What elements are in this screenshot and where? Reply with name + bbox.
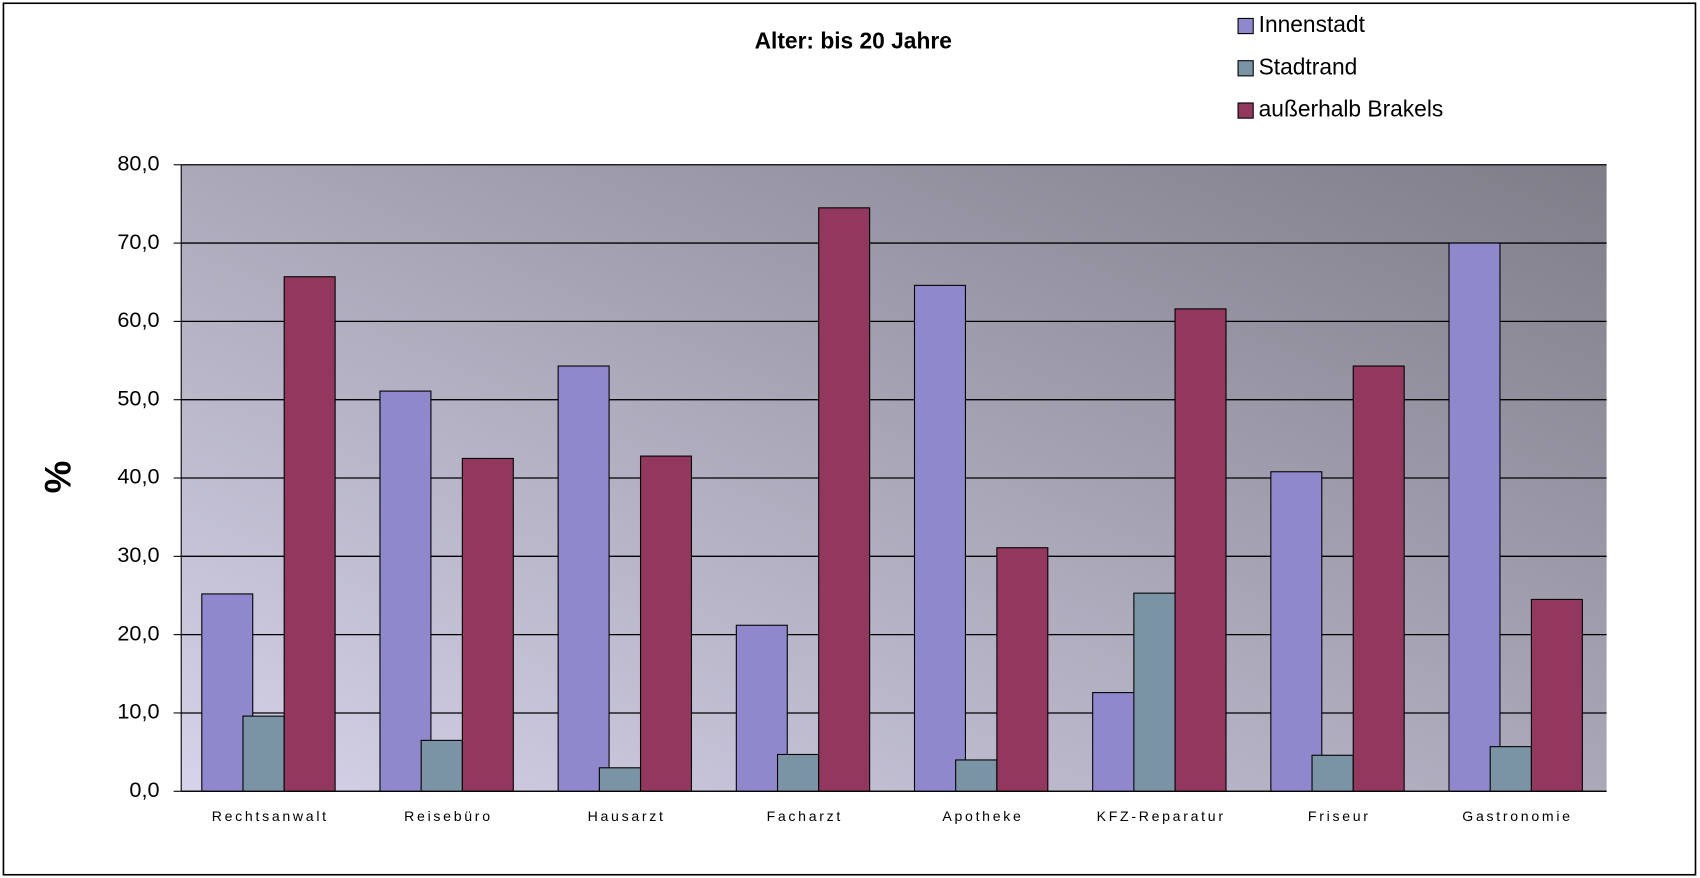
x-tick-label: Friseur bbox=[1308, 808, 1371, 824]
y-tick-label: 60,0 bbox=[117, 307, 159, 332]
x-tick-label: Gastronomie bbox=[1462, 808, 1572, 824]
y-tick-label: 10,0 bbox=[117, 699, 159, 724]
y-axis-label: % bbox=[38, 461, 79, 494]
bar bbox=[1352, 365, 1405, 792]
legend-label: außerhalb Brakels bbox=[1259, 96, 1444, 122]
x-tick-label: KFZ-Reparatur bbox=[1097, 808, 1226, 824]
bar bbox=[1448, 242, 1501, 792]
y-tick-label: 30,0 bbox=[117, 542, 159, 567]
x-tick-label: Hausarzt bbox=[588, 808, 666, 824]
y-tick-label: 40,0 bbox=[117, 464, 159, 489]
legend-swatch bbox=[1237, 17, 1254, 35]
bar bbox=[996, 547, 1049, 792]
bar bbox=[1530, 598, 1583, 792]
bar bbox=[1133, 592, 1176, 792]
bar bbox=[283, 276, 336, 792]
y-tick-label: 70,0 bbox=[117, 229, 159, 254]
bar bbox=[420, 739, 463, 792]
bar bbox=[913, 284, 966, 792]
legend-swatch bbox=[1237, 60, 1254, 77]
bar bbox=[242, 715, 285, 792]
chart-title: Alter: bis 20 Jahre bbox=[755, 27, 952, 53]
bar bbox=[379, 390, 432, 792]
bar bbox=[461, 457, 514, 792]
legend-label: Stadtrand bbox=[1259, 53, 1358, 79]
bar bbox=[639, 455, 693, 792]
x-tick-label: Reisebüro bbox=[404, 808, 493, 824]
x-tick-label: Rechtsanwalt bbox=[212, 808, 329, 824]
bar bbox=[1174, 308, 1227, 792]
bar bbox=[1489, 746, 1532, 792]
bar bbox=[818, 207, 871, 792]
bar bbox=[1311, 754, 1354, 792]
y-tick-label: 0,0 bbox=[129, 777, 159, 802]
bar bbox=[955, 759, 998, 792]
y-tick-label: 80,0 bbox=[117, 150, 159, 175]
bar bbox=[1270, 471, 1323, 792]
bar bbox=[557, 365, 610, 792]
x-tick-label: Facharzt bbox=[767, 808, 843, 824]
y-tick-label: 50,0 bbox=[117, 385, 159, 410]
x-tick-label: Apotheke bbox=[942, 808, 1023, 824]
bar bbox=[776, 753, 820, 792]
y-tick-label: 20,0 bbox=[117, 620, 159, 645]
legend-label: Innenstadt bbox=[1259, 11, 1366, 37]
bar bbox=[598, 767, 642, 792]
legend-swatch bbox=[1237, 102, 1254, 119]
